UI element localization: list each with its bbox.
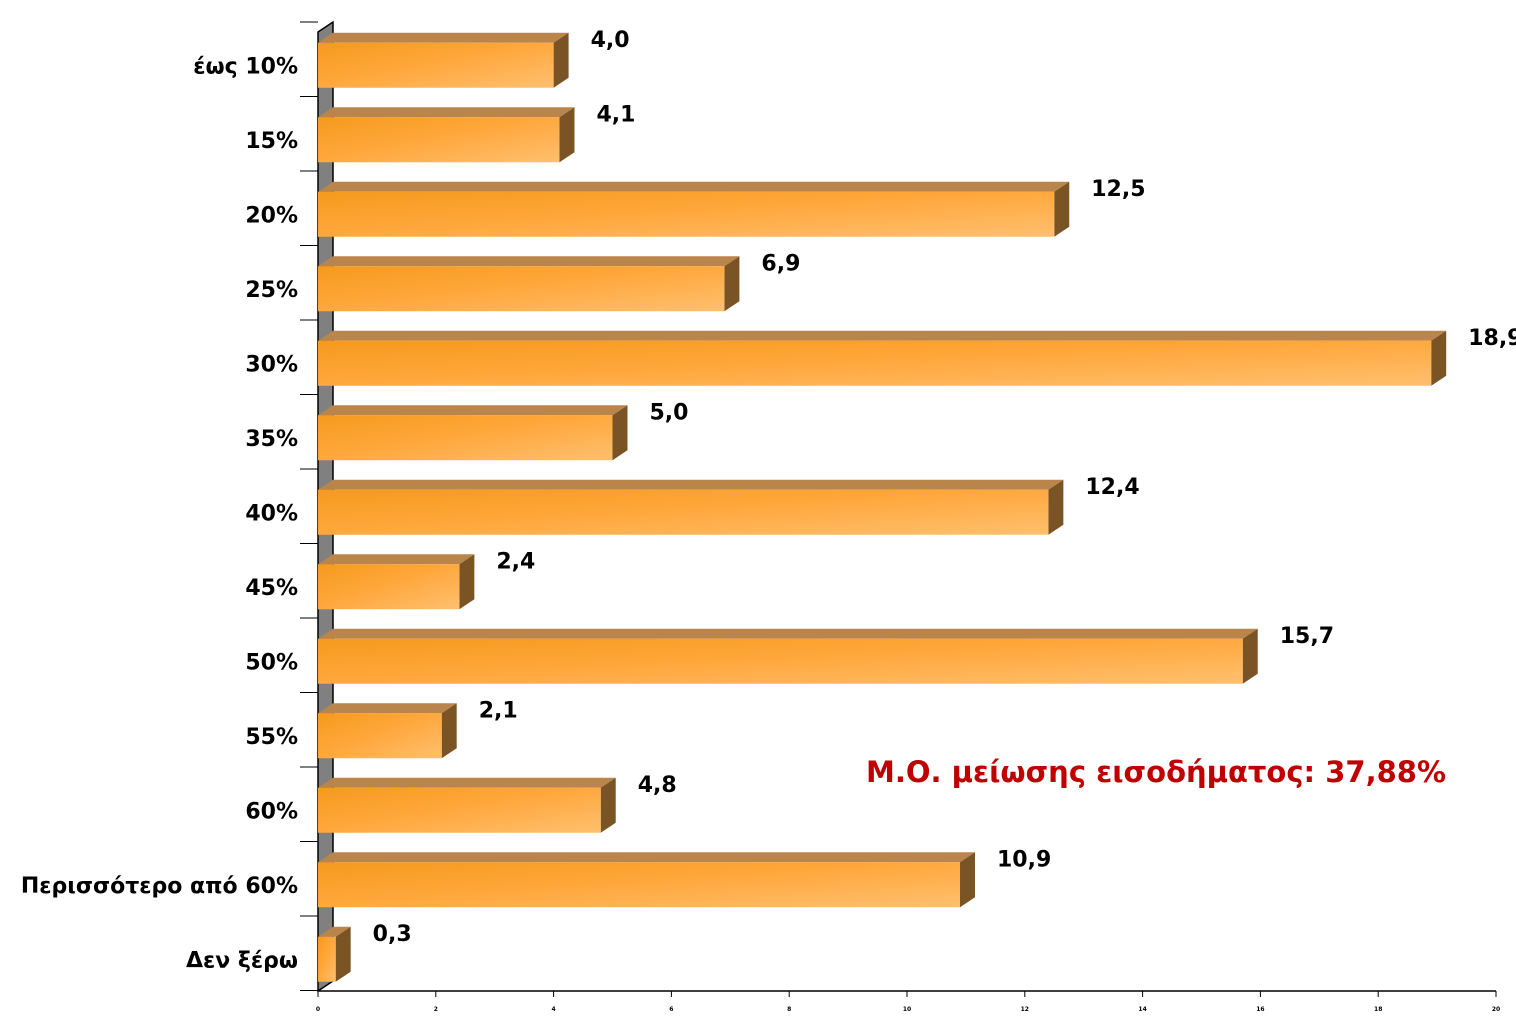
bar-side-face [1054, 181, 1070, 237]
category-label: 30% [245, 352, 298, 377]
bars-layer [318, 32, 1447, 982]
value-tick-label: 18 [1374, 1006, 1382, 1013]
category-label: Δεν ξέρω [186, 948, 298, 973]
labels-layer: έως 10% 4,0 15% 4,1 20% 12,5 25% 6,9 30% 18,9 35% 5… [21, 28, 1516, 974]
bar [318, 638, 1243, 684]
bar-top-face [318, 926, 351, 937]
bar [318, 862, 961, 908]
category-label: 40% [245, 501, 298, 526]
bar-top-face [318, 703, 457, 714]
bar-top-face [318, 479, 1064, 490]
data-label: 12,4 [1085, 475, 1139, 500]
bar [318, 42, 554, 88]
bar-top-face [318, 32, 569, 43]
category-label: 25% [245, 278, 298, 303]
data-label: 4,1 [596, 102, 635, 127]
bar-side-face [459, 554, 475, 610]
bar-side-face [1048, 479, 1064, 535]
value-tick-label: 8 [787, 1006, 791, 1013]
bar-top-face [318, 181, 1070, 192]
bar-side-face [441, 703, 457, 759]
category-label: 60% [245, 799, 298, 824]
data-label: 2,4 [496, 549, 535, 574]
bar-side-face [724, 256, 740, 312]
data-label: 18,9 [1468, 326, 1516, 351]
value-tick-label: 10 [903, 1006, 911, 1013]
value-tick-label: 2 [434, 1006, 438, 1013]
category-label: 35% [245, 427, 298, 452]
bar-top-face [318, 777, 616, 788]
value-tick-label: 4 [552, 1006, 556, 1013]
bar [318, 117, 560, 163]
data-label: 15,7 [1280, 624, 1334, 649]
bar [318, 936, 336, 982]
bar-side-face [960, 852, 976, 908]
bar [318, 489, 1049, 535]
category-label: 45% [245, 576, 298, 601]
bar-side-face [553, 32, 569, 88]
category-label: 55% [245, 725, 298, 750]
data-label: 2,1 [479, 698, 518, 723]
category-label: έως 10% [193, 54, 298, 79]
data-label: 5,0 [650, 400, 689, 425]
data-label: 12,5 [1091, 177, 1145, 202]
bar-side-face [600, 777, 616, 833]
value-tick-label: 0 [316, 1006, 320, 1013]
bar [318, 415, 613, 461]
value-tick-label: 14 [1138, 1006, 1146, 1013]
bar [318, 713, 442, 759]
category-label: 15% [245, 129, 298, 154]
bar-side-face [612, 405, 628, 461]
bar-side-face [1242, 628, 1258, 684]
value-tick-label: 12 [1021, 1006, 1029, 1013]
bar-top-face [318, 330, 1447, 341]
data-label: 0,3 [373, 922, 412, 947]
data-label: 4,0 [591, 28, 630, 53]
data-label: 4,8 [638, 773, 677, 798]
value-tick-label: 6 [669, 1006, 673, 1013]
bar-side-face [559, 107, 575, 163]
bar [318, 266, 725, 312]
bar-top-face [318, 852, 976, 863]
bar-top-face [318, 554, 475, 565]
category-label: Περισσότερο από 60% [21, 874, 298, 899]
value-tick-label: 16 [1256, 1006, 1264, 1013]
value-tick-label: 20 [1492, 1006, 1500, 1013]
bar-top-face [318, 256, 740, 267]
category-label: 50% [245, 650, 298, 675]
category-label: 20% [245, 203, 298, 228]
data-label: 10,9 [997, 847, 1051, 872]
data-label: 6,9 [761, 251, 800, 276]
bar-side-face [335, 926, 351, 982]
bar [318, 191, 1055, 237]
bar-top-face [318, 405, 628, 416]
bar [318, 787, 601, 833]
bar-top-face [318, 107, 575, 118]
bar [318, 340, 1432, 386]
bar-top-face [318, 628, 1258, 639]
bar [318, 564, 460, 610]
bar-side-face [1431, 330, 1447, 386]
mean-income-reduction-annotation: Μ.Ο. μείωσης εισοδήματος: 37,88% [866, 755, 1446, 789]
